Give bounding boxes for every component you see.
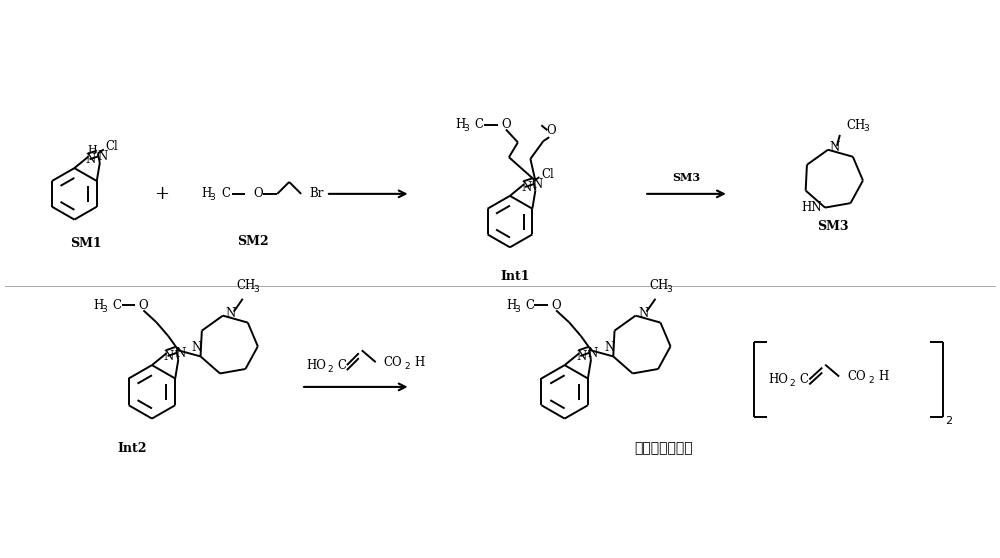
Text: CO: CO [384,355,402,369]
Text: 2: 2 [868,376,874,385]
Text: O: O [253,187,263,200]
Text: SM3: SM3 [672,171,700,182]
Text: H: H [414,355,425,369]
Text: O: O [501,118,511,131]
Text: SM1: SM1 [70,237,102,250]
Text: O: O [546,124,556,137]
Text: N: N [191,341,202,354]
Text: N: N [576,350,586,363]
Text: Int2: Int2 [117,442,147,455]
Text: C: C [525,299,534,312]
Text: C: C [474,118,483,131]
Text: 2: 2 [327,364,333,374]
Text: 3: 3 [864,124,870,133]
Text: C: C [337,359,346,372]
Text: O: O [139,299,148,312]
Text: 2: 2 [946,416,953,426]
Text: CH: CH [847,118,866,132]
Text: 3: 3 [463,124,469,133]
Text: SM2: SM2 [238,235,269,248]
Text: HN: HN [801,201,821,214]
Text: +: + [154,185,169,203]
Text: 3: 3 [666,285,672,295]
Text: C: C [222,187,231,200]
Text: H: H [202,187,212,200]
Text: H: H [506,299,517,312]
Text: N: N [85,153,96,166]
Text: C: C [113,299,122,312]
Text: N: N [604,341,614,354]
Text: Cl: Cl [105,140,118,153]
Text: N: N [532,178,542,191]
Text: 富马酸依美斯汀: 富马酸依美斯汀 [635,441,693,455]
Text: N: N [638,307,649,320]
Text: SM3: SM3 [817,220,849,233]
Text: N: N [98,151,108,163]
Text: Br: Br [309,187,323,200]
Text: C: C [799,373,808,386]
Text: N: N [521,181,531,194]
Text: CH: CH [649,280,669,292]
Text: O: O [551,299,561,312]
Text: N: N [226,307,236,320]
Text: H: H [455,118,466,131]
Text: 3: 3 [210,193,215,203]
Text: 3: 3 [514,305,520,314]
Text: 3: 3 [254,285,259,295]
Text: N: N [830,141,840,154]
Text: H: H [87,145,97,155]
Text: 2: 2 [405,362,410,371]
Text: 2: 2 [789,379,795,388]
Text: N: N [175,348,185,360]
Text: N: N [163,350,174,363]
Text: HO: HO [769,373,788,386]
Text: HO: HO [306,359,326,372]
Text: H: H [878,370,888,383]
Text: CH: CH [237,280,256,292]
Text: N: N [588,348,598,360]
Text: H: H [94,299,104,312]
Text: 3: 3 [102,305,107,314]
Text: Cl: Cl [541,167,554,181]
Text: Int1: Int1 [500,270,530,282]
Text: CO: CO [847,370,866,383]
